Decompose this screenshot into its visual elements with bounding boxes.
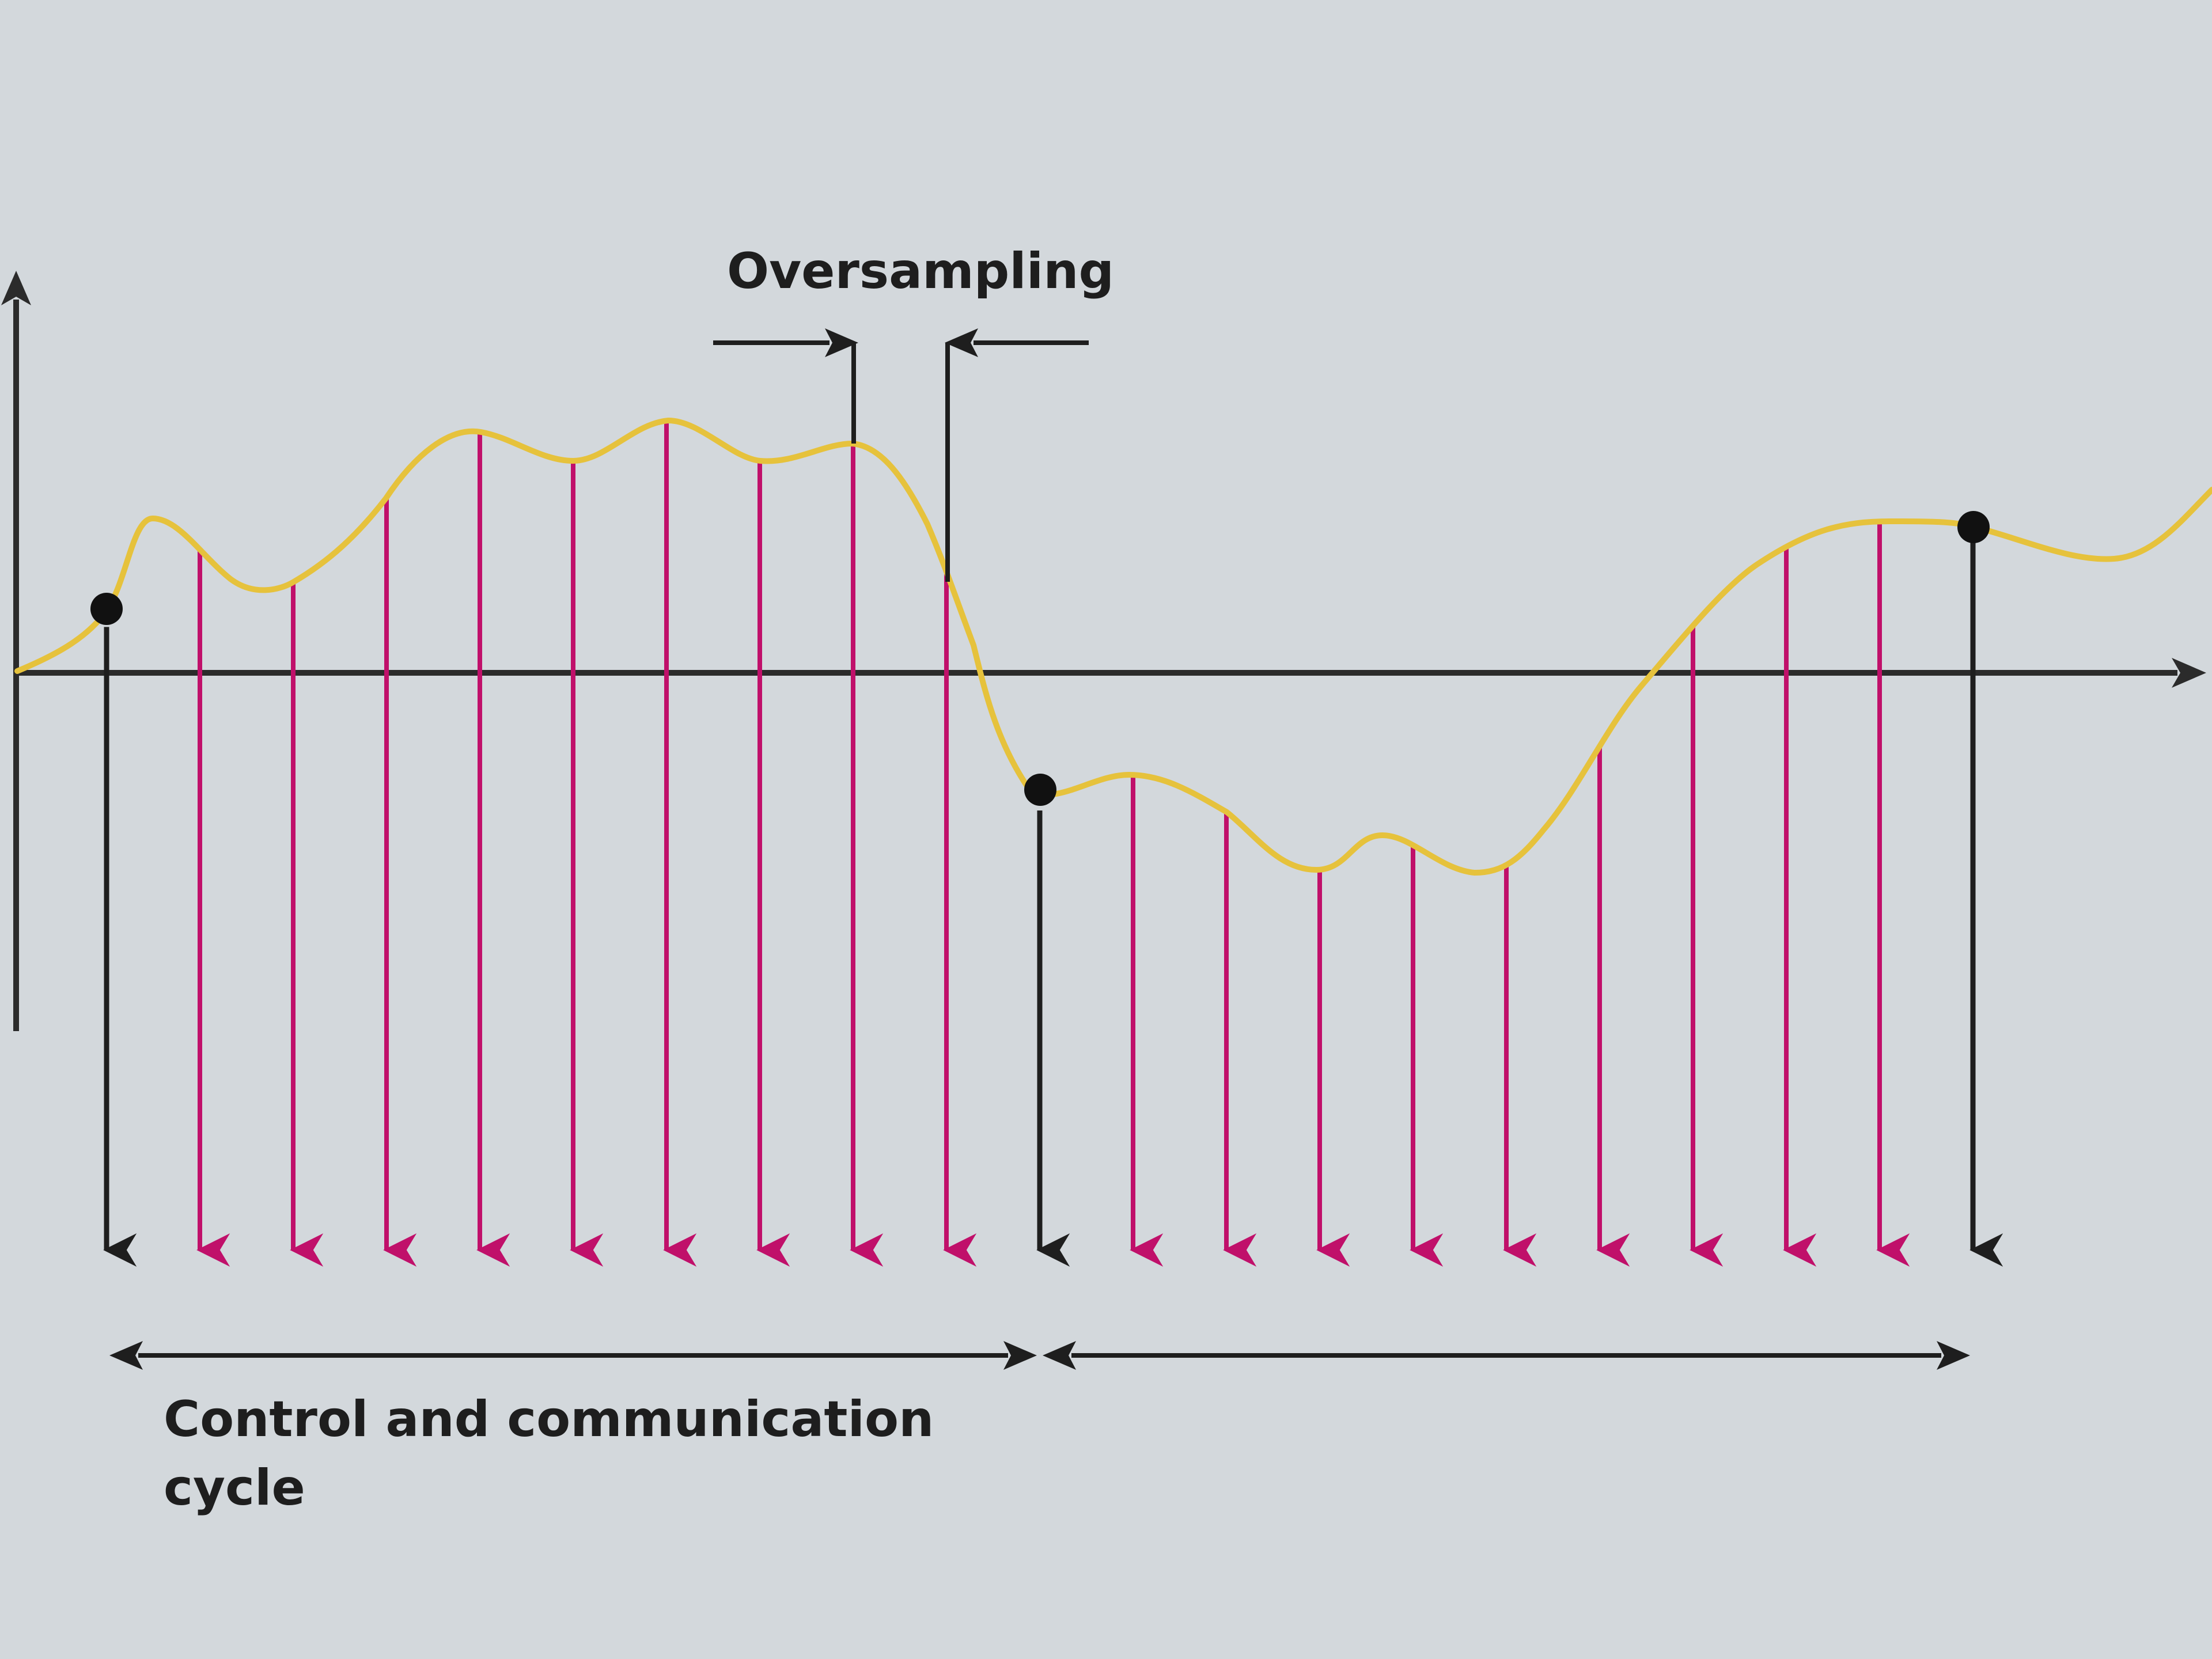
cycle-sample-dot bbox=[1957, 511, 1990, 543]
cycle-span-arrows bbox=[109, 1341, 1970, 1370]
sample-arrows bbox=[103, 421, 2003, 1267]
cycle-label-line1: Control and communication bbox=[164, 1391, 934, 1448]
cycle-label-line2: cycle bbox=[164, 1459, 305, 1517]
y-axis-arrowhead bbox=[1, 271, 31, 305]
cycle-sample-dot bbox=[1024, 774, 1056, 806]
oversampling-bracket bbox=[713, 328, 1089, 582]
x-axis-arrowhead bbox=[2172, 658, 2206, 688]
axes bbox=[1, 271, 2206, 1031]
signal-curve bbox=[14, 417, 2212, 876]
cycle-sample-dots bbox=[90, 511, 1990, 806]
cycle-sample-dot bbox=[90, 593, 123, 625]
oversampling-label: Oversampling bbox=[727, 243, 1114, 300]
